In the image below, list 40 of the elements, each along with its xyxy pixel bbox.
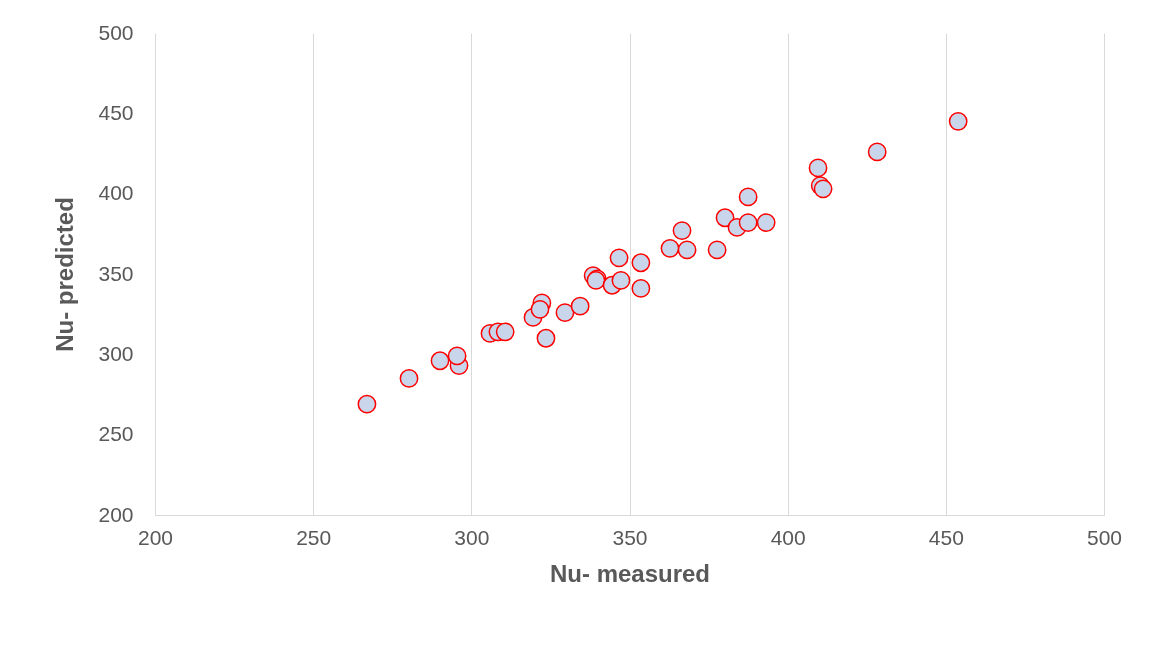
- x-tick-label: 250: [296, 525, 332, 549]
- point: [399, 369, 419, 388]
- x-tick-label: 400: [770, 525, 806, 549]
- y-tick-label: 400: [98, 181, 134, 205]
- point: [430, 351, 450, 371]
- y-tick-label: 450: [98, 100, 134, 124]
- point: [570, 296, 590, 316]
- y-tick-label: 500: [98, 20, 134, 44]
- y-tick-label: 200: [98, 502, 134, 526]
- x-tick-label: 350: [612, 525, 648, 549]
- point: [660, 238, 680, 258]
- point: [530, 299, 550, 319]
- point: [738, 187, 758, 207]
- point: [555, 303, 575, 322]
- point: [611, 271, 631, 290]
- point: [707, 240, 727, 260]
- y-tick-label: 350: [98, 261, 134, 285]
- point: [672, 221, 692, 241]
- point: [357, 394, 377, 414]
- point: [631, 279, 651, 298]
- point: [948, 111, 968, 131]
- point: [867, 142, 887, 162]
- point: [808, 158, 828, 178]
- y-tick-label: 300: [98, 341, 134, 365]
- point: [536, 328, 556, 348]
- point: [495, 322, 515, 342]
- y-axis-title: Nu- predicted: [51, 197, 79, 352]
- point: [631, 253, 651, 273]
- point: [756, 213, 776, 232]
- x-tick-label: 450: [928, 525, 964, 549]
- point: [677, 240, 697, 260]
- y-tick-label: 250: [98, 422, 134, 446]
- x-tick-label: 200: [137, 525, 174, 549]
- point: [715, 208, 735, 228]
- x-axis-title: Nu- measured: [549, 559, 711, 587]
- x-tick-label: 300: [454, 525, 490, 549]
- point: [447, 346, 467, 366]
- point: [738, 213, 758, 232]
- point: [609, 248, 629, 268]
- x-tick-label: 500: [1086, 525, 1123, 549]
